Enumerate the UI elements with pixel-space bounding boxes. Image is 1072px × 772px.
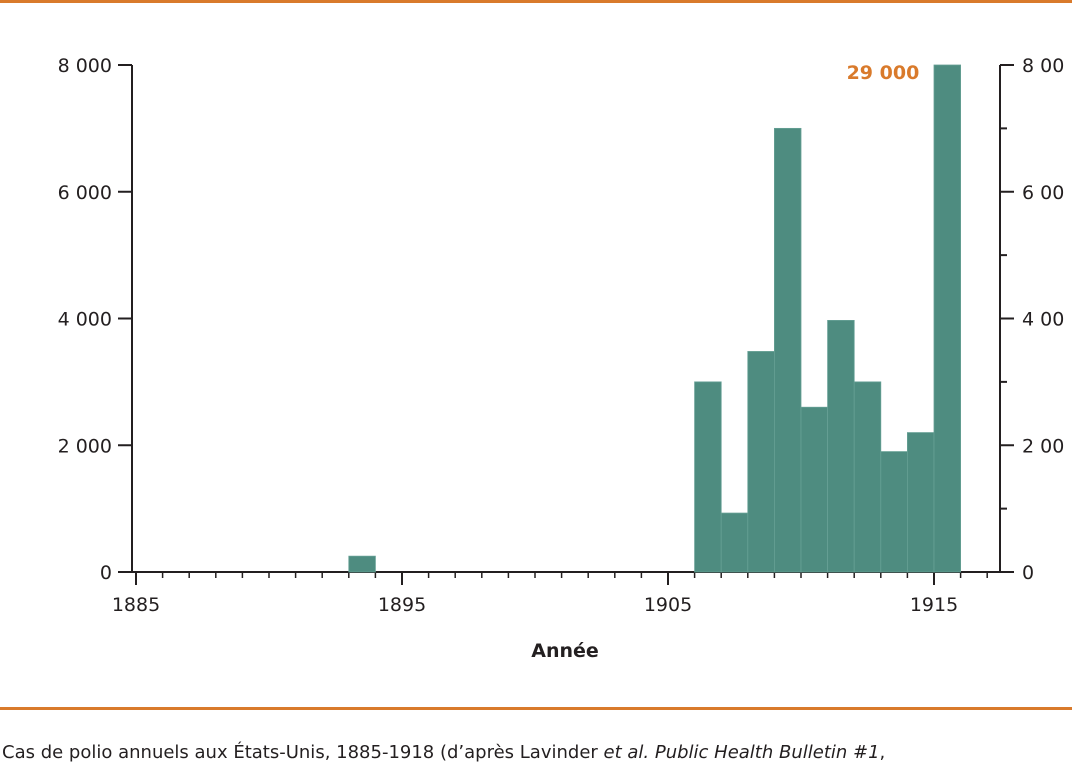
caption-trailing-comma: , xyxy=(879,742,886,763)
caption-italic-source: et al. Public Health Bulletin #1 xyxy=(603,742,880,763)
y-tick-label-left: 2 000 xyxy=(58,435,112,457)
top-rule xyxy=(0,0,1072,3)
x-tick-label: 1915 xyxy=(910,594,958,616)
chart-axes: 0 0 2 000 2 00 4 000 4 00 6 000 6 00 8 000 8 00 18… xyxy=(58,55,1065,616)
bar-9 xyxy=(907,432,935,573)
x-tick-label: 1905 xyxy=(644,594,692,616)
bar-0 xyxy=(348,555,376,573)
x-axis-title: Année xyxy=(531,640,599,662)
bar-8 xyxy=(880,451,908,573)
y-tick-label-right: 6 00 xyxy=(1022,182,1064,204)
bar-5 xyxy=(800,406,829,573)
figure-caption: Cas de polio annuels aux États-Unis, 188… xyxy=(2,742,885,763)
y-tick-label-right: 4 00 xyxy=(1022,309,1064,331)
bar-2 xyxy=(720,512,749,573)
bar-1 xyxy=(694,381,722,573)
bar-7 xyxy=(853,381,882,573)
bottom-rule xyxy=(0,707,1072,710)
bar-series: 29 000 xyxy=(348,62,962,573)
bar-3 xyxy=(747,351,775,573)
bar-4 xyxy=(774,127,802,573)
y-tick-label-right: 2 00 xyxy=(1022,435,1064,457)
y-tick-label-left: 8 000 xyxy=(58,55,112,77)
y-tick-label-right: 0 xyxy=(1022,562,1034,584)
bar-6 xyxy=(827,320,855,573)
x-tick-label: 1885 xyxy=(112,594,160,616)
bar-chart: 0 0 2 000 2 00 4 000 4 00 6 000 6 00 8 000 8 00 18… xyxy=(58,55,1065,662)
y-tick-label-left: 4 000 xyxy=(58,309,112,331)
bar-value-label: 29 000 xyxy=(847,62,920,84)
y-tick-label-right: 8 00 xyxy=(1022,55,1064,77)
caption-text: Cas de polio annuels aux États-Unis, 188… xyxy=(2,742,604,763)
y-tick-label-left: 0 xyxy=(100,562,112,584)
x-tick-label: 1895 xyxy=(378,594,426,616)
y-tick-label-left: 6 000 xyxy=(58,182,112,204)
bar-10 xyxy=(933,64,962,573)
